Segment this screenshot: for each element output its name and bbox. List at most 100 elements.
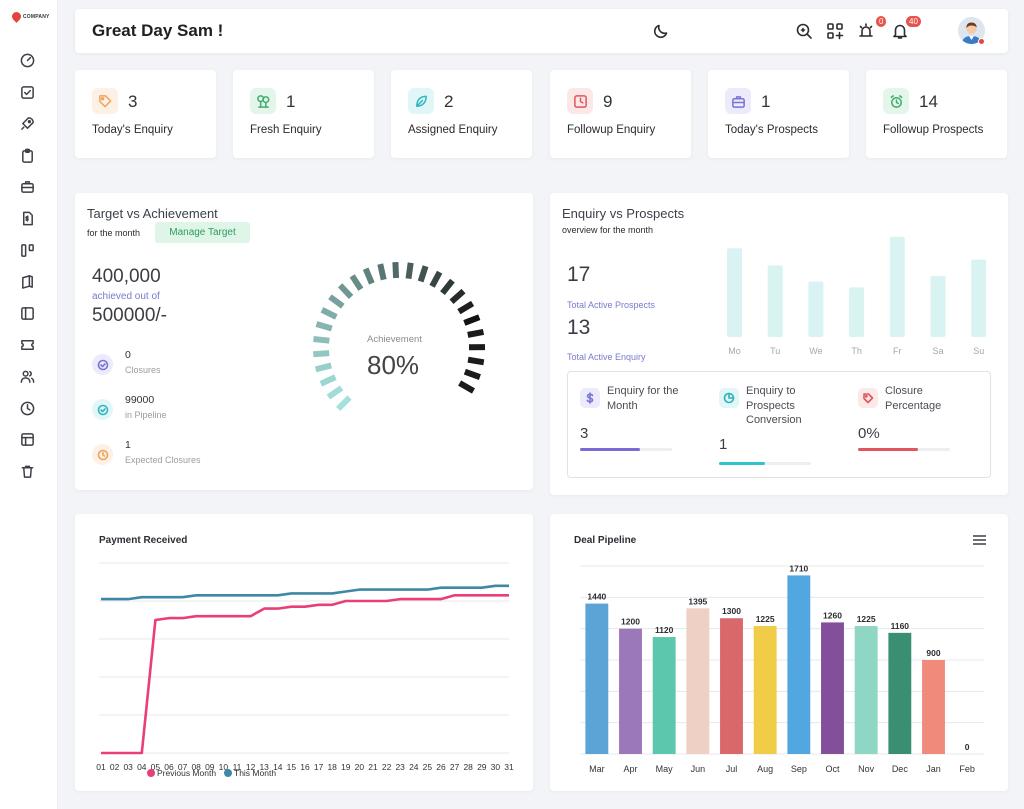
achievement-gauge <box>313 261 486 411</box>
chart-menu-icon[interactable] <box>973 535 986 545</box>
x-tick-label: 23 <box>395 762 405 772</box>
gauge-segment <box>314 362 332 373</box>
gauge-segment <box>328 294 345 309</box>
gauge-segment <box>463 368 481 380</box>
gauge-segment <box>362 267 375 285</box>
greeting-title: Great Day Sam ! <box>92 21 224 40</box>
leaf-icon <box>408 88 434 114</box>
payment-line-chart: 01 02 03 04 05 06 07 08 09 10 11 12 13 14 15 16 17 18 19 20… <box>96 562 514 778</box>
payment-chart-title: Payment Received <box>99 535 188 546</box>
x-tick-label: 29 <box>477 762 487 772</box>
stat-label: Today's Enquiry <box>92 124 173 136</box>
stat-card-followup-prospects[interactable]: 14 Followup Prospects <box>866 70 1007 158</box>
dashboard-icon[interactable] <box>18 52 36 69</box>
stat-value: 3 <box>128 92 138 111</box>
x-tick-label: 04 <box>137 762 147 772</box>
gauge-segment <box>429 270 443 288</box>
x-tick-label: Oct <box>825 764 840 774</box>
legend-label: This Month <box>234 768 276 778</box>
add-widget-icon[interactable] <box>826 22 844 40</box>
notification-badge: 40 <box>906 16 921 27</box>
legend-dot <box>224 769 232 777</box>
deal-bar <box>720 618 743 754</box>
enquiry-value: 13 <box>567 316 591 339</box>
week-day-label: Sa <box>932 346 943 356</box>
metric-3-value: 0% <box>858 425 880 442</box>
gauge-segment <box>417 265 429 283</box>
x-tick-label: 14 <box>273 762 283 772</box>
x-tick-label: Nov <box>858 764 875 774</box>
x-tick-label: 09 <box>205 762 215 772</box>
x-tick-label: 27 <box>450 762 460 772</box>
x-tick-label: 30 <box>491 762 501 772</box>
clock-icon[interactable] <box>18 400 36 417</box>
gauge-segment <box>440 278 455 296</box>
briefcase-icon[interactable] <box>18 178 36 195</box>
bar-value-label: 1225 <box>857 614 876 624</box>
x-tick-label: 21 <box>368 762 378 772</box>
metric-3-title: Closure Percentage <box>885 385 942 412</box>
x-tick-label: 20 <box>355 762 365 772</box>
x-tick-label: 25 <box>423 762 433 772</box>
notification-bell-icon[interactable]: 40 <box>891 16 921 40</box>
metric-3-progress <box>858 448 950 451</box>
deal-bar <box>686 608 710 754</box>
week-day-label: Tu <box>770 346 780 356</box>
kanban-icon[interactable] <box>18 242 36 259</box>
search-icon[interactable] <box>795 22 813 40</box>
closures-label: Closures <box>125 365 161 375</box>
user-avatar[interactable] <box>958 17 985 44</box>
gauge-segment <box>392 261 400 279</box>
x-tick-label: Aug <box>757 764 773 774</box>
clipboard-icon[interactable] <box>18 147 36 164</box>
stat-card-today-s-prospects[interactable]: 1 Today's Prospects <box>708 70 849 158</box>
legend-label: Previous Month <box>157 768 216 778</box>
x-tick-label: 12 <box>246 762 256 772</box>
check-square-icon[interactable] <box>18 84 36 101</box>
logo-text: COMPANY <box>23 13 50 20</box>
x-tick-label: 26 <box>436 762 446 772</box>
stat-card-followup-enquiry[interactable]: 9 Followup Enquiry <box>550 70 691 158</box>
sidebar-nav <box>18 52 36 480</box>
gauge-segment <box>320 307 338 320</box>
invoice-icon[interactable] <box>18 210 36 227</box>
trash-icon[interactable] <box>18 463 36 480</box>
series-line <box>101 584 509 601</box>
stat-label: Followup Enquiry <box>567 124 656 136</box>
stat-card-today-s-enquiry[interactable]: 3 Today's Enquiry <box>75 70 216 158</box>
x-tick-label: 28 <box>463 762 473 772</box>
target-amount: 500000/- <box>92 305 168 326</box>
gauge-segment <box>326 385 344 400</box>
week-bar <box>767 265 783 337</box>
manage-target-button[interactable]: Manage Target <box>155 222 250 243</box>
stat-card-assigned-enquiry[interactable]: 2 Assigned Enquiry <box>391 70 532 158</box>
dark-mode-toggle-icon[interactable] <box>652 22 670 40</box>
company-logo[interactable]: COMPANY <box>10 10 50 23</box>
logo-pin-icon <box>10 10 23 23</box>
metric-2-title: Enquiry to Prospects Conversion <box>746 385 802 426</box>
pipeline-value: 99000 <box>125 394 155 406</box>
x-tick-label: 08 <box>191 762 201 772</box>
achieved-amount: 400,000 <box>92 266 161 287</box>
deal-bar <box>787 575 811 754</box>
table-icon[interactable] <box>18 431 36 448</box>
book-icon[interactable] <box>18 273 36 290</box>
rocket-icon[interactable] <box>18 115 36 132</box>
clock-square-icon <box>567 88 593 114</box>
tree-icon <box>250 88 276 114</box>
x-tick-label: 13 <box>259 762 269 772</box>
x-tick-label: 22 <box>382 762 392 772</box>
x-tick-label: 10 <box>219 762 229 772</box>
check-circle-icon <box>92 399 113 420</box>
stat-card-fresh-enquiry[interactable]: 1 Fresh Enquiry <box>233 70 374 158</box>
x-tick-label: 03 <box>123 762 133 772</box>
target-title: Target vs Achievement <box>87 206 218 221</box>
users-icon[interactable] <box>18 368 36 385</box>
week-bar <box>849 287 865 337</box>
ticket-icon[interactable] <box>18 336 36 353</box>
online-status-dot <box>978 38 985 45</box>
alarm-badge: 0 <box>876 16 887 27</box>
alarm-light-icon[interactable]: 0 <box>857 16 887 40</box>
gauge-segment <box>349 274 364 291</box>
sidebar-layout-icon[interactable] <box>18 305 36 322</box>
